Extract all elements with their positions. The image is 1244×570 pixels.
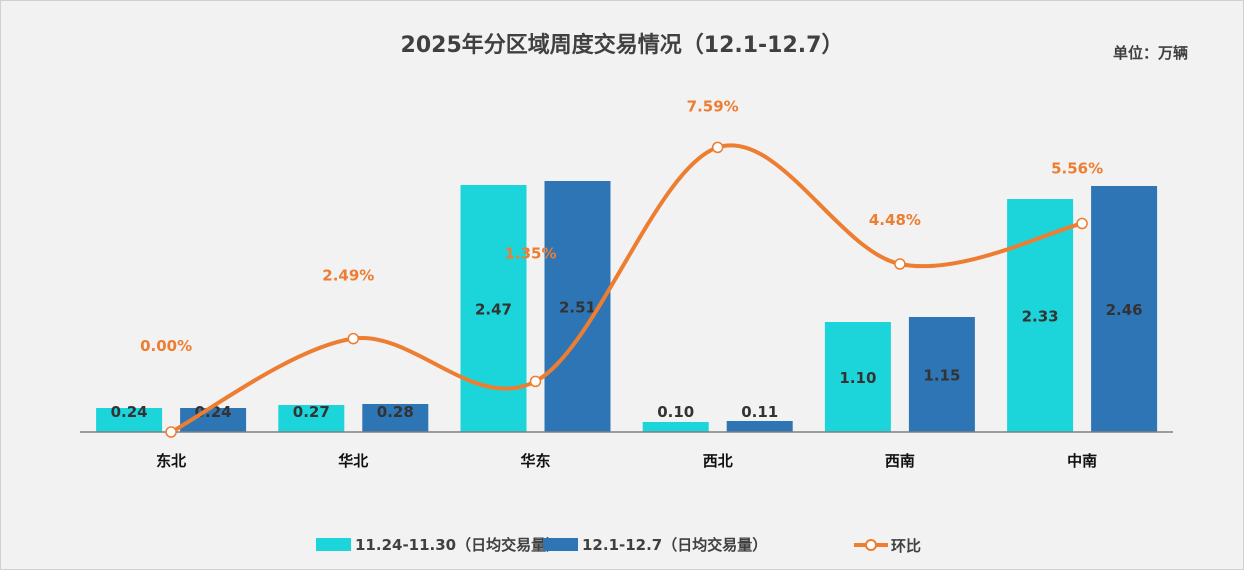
x-tick-label: 华北 xyxy=(338,452,368,470)
chart-title: 2025年分区域周度交易情况（12.1-12.7） xyxy=(401,32,844,58)
legend-swatch-series-1 xyxy=(316,538,351,551)
legend-swatch-series-2 xyxy=(543,538,578,551)
x-tick-label: 东北 xyxy=(156,452,186,470)
legend-marker-series-3 xyxy=(865,539,877,551)
bar-data-label: 0.27 xyxy=(293,403,330,421)
bar-series-1 xyxy=(96,408,163,432)
bar-data-label: 1.10 xyxy=(839,369,876,387)
line-point xyxy=(165,426,177,438)
line-point xyxy=(529,375,542,388)
bar-data-label: 2.51 xyxy=(559,299,596,317)
bar-series-2 xyxy=(1091,186,1158,432)
line-point xyxy=(711,141,724,154)
unit-label: 单位：万辆 xyxy=(1113,44,1188,62)
line-point xyxy=(1076,217,1088,230)
bar-data-label: 0.10 xyxy=(657,403,694,421)
x-tick-label: 华东 xyxy=(520,452,550,470)
legend: 11.24-11.30（日均交易量） 12.1-12.7（日均交易量） 环比 xyxy=(316,536,921,555)
line-point xyxy=(347,332,360,345)
bar-data-label: 0.28 xyxy=(377,403,414,421)
legend-label-series-1: 11.24-11.30（日均交易量） xyxy=(355,536,561,554)
line-data-label: 0.00% xyxy=(140,337,192,355)
line-data-label: 7.59% xyxy=(687,97,739,115)
bar-series-2 xyxy=(908,317,975,432)
legend-label-series-3: 环比 xyxy=(891,537,921,555)
bar-data-label: 2.46 xyxy=(1106,301,1143,319)
bar-data-label: 0.11 xyxy=(741,403,778,421)
line-data-label: 1.35% xyxy=(504,244,556,262)
bar-series-1 xyxy=(460,185,527,432)
legend-label-series-2: 12.1-12.7（日均交易量） xyxy=(582,536,767,554)
bar-series-1 xyxy=(278,405,345,432)
x-tick-label: 西北 xyxy=(703,452,733,470)
bar-data-label: 0.24 xyxy=(111,403,148,421)
line-data-label: 4.48% xyxy=(869,211,921,229)
bar-data-label: 1.15 xyxy=(923,367,960,385)
bar-series-2 xyxy=(362,404,429,432)
bar-data-label: 2.33 xyxy=(1022,308,1059,326)
x-tick-label: 中南 xyxy=(1067,452,1097,470)
line-data-label: 5.56% xyxy=(1051,160,1103,178)
bar-series-1 xyxy=(824,322,891,432)
bar-data-label: 2.47 xyxy=(475,301,512,319)
bar-data-label: 0.24 xyxy=(195,403,232,421)
line-data-label: 2.49% xyxy=(322,267,374,285)
bar-series-2 xyxy=(726,421,793,432)
line-point xyxy=(894,258,906,270)
x-tick-label: 西南 xyxy=(885,452,915,470)
bar-series-1 xyxy=(642,422,709,432)
